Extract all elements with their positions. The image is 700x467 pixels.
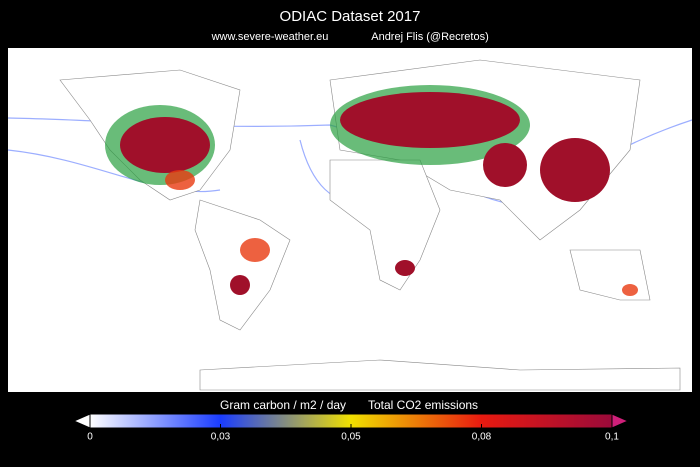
south-america [194,199,291,331]
colorbar-extend-high [611,413,630,429]
antarctica [199,359,681,391]
emission-region [622,284,638,296]
colorbar-title: Total CO2 emissions [368,398,478,412]
title: ODIAC Dataset 2017 [280,8,421,25]
author: Andrej Flis (@Recretos) [371,31,489,43]
emission-region [120,117,210,173]
colorbar-tick-label: 0,03 [211,432,231,443]
emission-region [483,143,527,187]
emission-region [165,170,195,190]
emission-region [230,275,250,295]
colorbar-tick-label: 0 [87,432,93,443]
website: www.severe-weather.eu [211,31,329,43]
colorbar-tick-label: 0,08 [472,432,492,443]
emission-region [540,138,610,202]
colorbar-label: Gram carbon / m2 / day [220,398,346,412]
colorbar-tick-label: 0,1 [605,432,619,443]
emission-region [240,238,270,262]
emission-region [395,260,415,276]
emission-region [340,92,520,148]
map [7,48,693,392]
colorbar-tick-label: 0,05 [341,432,361,443]
africa [329,159,441,291]
colorbar-extend-low [72,413,91,429]
